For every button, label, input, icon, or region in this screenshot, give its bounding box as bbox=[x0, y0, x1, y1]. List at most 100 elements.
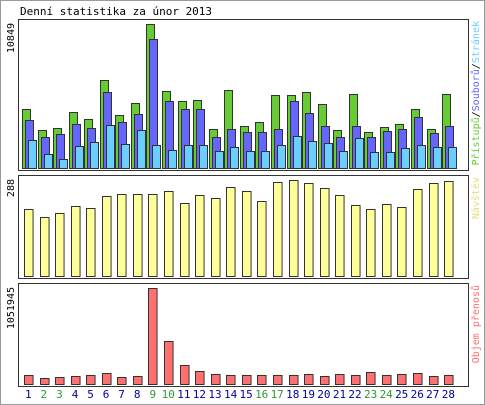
bar-objem-přenosů-day-22 bbox=[351, 375, 361, 385]
bar-objem-přenosů-day-14 bbox=[226, 375, 236, 385]
bar-návštěv-day-7 bbox=[117, 194, 127, 277]
x-tick-label-day-5: 5 bbox=[87, 388, 94, 401]
bar-stránek-day-19 bbox=[308, 141, 317, 169]
x-tick-label-day-9: 9 bbox=[149, 388, 156, 401]
x-tick-label-day-26: 26 bbox=[411, 388, 424, 401]
bar-objem-přenosů-day-10 bbox=[164, 341, 174, 385]
x-tick-label-day-3: 3 bbox=[56, 388, 63, 401]
bar-návštěv-day-3 bbox=[55, 213, 65, 277]
legend-part: Objem přenosů bbox=[470, 285, 482, 363]
bar-objem-přenosů-day-9 bbox=[148, 288, 158, 385]
bar-objem-přenosů-day-24 bbox=[382, 375, 392, 385]
bar-objem-přenosů-day-28 bbox=[444, 375, 454, 385]
bar-objem-přenosů-day-16 bbox=[257, 375, 267, 385]
series-legend-label: Přístupů/Souborů/Stránek bbox=[470, 21, 482, 166]
bar-objem-přenosů-day-25 bbox=[397, 374, 407, 385]
bar-objem-přenosů-day-8 bbox=[133, 376, 143, 385]
x-tick-label-day-7: 7 bbox=[118, 388, 125, 401]
bar-stránek-day-1 bbox=[28, 140, 37, 169]
bar-objem-přenosů-day-27 bbox=[429, 376, 439, 385]
bar-objem-přenosů-day-15 bbox=[242, 375, 252, 385]
legend-part: / bbox=[471, 63, 482, 69]
bar-objem-přenosů-day-20 bbox=[320, 376, 330, 385]
bar-návštěv-day-6 bbox=[102, 196, 112, 277]
panel-frame bbox=[18, 283, 469, 387]
x-tick-label-day-14: 14 bbox=[224, 388, 238, 401]
x-tick-label-day-19: 19 bbox=[302, 388, 315, 401]
bar-návštěv-day-18 bbox=[289, 180, 299, 277]
bar-stránek-day-27 bbox=[433, 147, 442, 169]
bar-návštěv-day-22 bbox=[351, 205, 361, 277]
bar-stránek-day-26 bbox=[417, 145, 426, 169]
x-tick-label-day-28: 28 bbox=[442, 388, 455, 401]
y-max-label: 288 bbox=[6, 179, 17, 197]
bar-objem-přenosů-day-2 bbox=[40, 378, 50, 385]
panel-2: 288 Návštěv bbox=[6, 175, 482, 279]
bar-objem-přenosů-day-21 bbox=[335, 374, 345, 385]
bar-objem-přenosů-day-1 bbox=[24, 375, 34, 385]
bar-návštěv-day-28 bbox=[444, 181, 454, 277]
bar-stránek-day-16 bbox=[261, 151, 270, 169]
x-tick-label-day-10: 10 bbox=[162, 388, 175, 401]
bar-návštěv-day-4 bbox=[71, 206, 81, 277]
bar-návštěv-day-2 bbox=[40, 217, 50, 277]
bar-objem-přenosů-day-13 bbox=[211, 374, 221, 385]
bar-návštěv-day-16 bbox=[257, 201, 267, 277]
bar-návštěv-day-12 bbox=[195, 195, 205, 277]
bar-stránek-day-12 bbox=[199, 145, 208, 169]
x-tick-label-day-17: 17 bbox=[271, 388, 284, 401]
bar-stránek-day-20 bbox=[324, 143, 333, 169]
bar-objem-přenosů-day-5 bbox=[86, 375, 96, 385]
bar-objem-přenosů-day-6 bbox=[102, 373, 112, 385]
bar-návštěv-day-19 bbox=[304, 183, 314, 277]
legend-part: Souborů bbox=[470, 69, 482, 111]
bar-stránek-day-15 bbox=[246, 151, 255, 169]
x-tick-label-day-21: 21 bbox=[333, 388, 346, 401]
bar-stránek-day-6 bbox=[106, 125, 115, 169]
bar-stránek-day-2 bbox=[44, 154, 53, 169]
bar-návštěv-day-9 bbox=[148, 194, 158, 277]
bar-stránek-day-24 bbox=[386, 152, 395, 169]
bar-návštěv-day-21 bbox=[335, 195, 345, 277]
bar-stránek-day-4 bbox=[75, 146, 84, 169]
bar-stránek-day-22 bbox=[355, 138, 364, 169]
x-tick-label-day-4: 4 bbox=[72, 388, 79, 401]
bar-stránek-day-10 bbox=[168, 150, 177, 169]
x-tick-label-day-12: 12 bbox=[193, 388, 206, 401]
bar-návštěv-day-1 bbox=[24, 209, 34, 277]
bar-návštěv-day-11 bbox=[180, 203, 190, 277]
x-tick-label-day-23: 23 bbox=[364, 388, 377, 401]
x-tick-label-day-2: 2 bbox=[40, 388, 47, 401]
bar-objem-přenosů-day-26 bbox=[413, 373, 423, 385]
legend-part: Přístupů bbox=[470, 117, 482, 165]
bar-návštěv-day-14 bbox=[226, 187, 236, 277]
x-tick-label-day-6: 6 bbox=[103, 388, 110, 401]
bar-stránek-day-21 bbox=[339, 151, 348, 169]
bar-objem-přenosů-day-18 bbox=[289, 375, 299, 385]
bar-stránek-day-28 bbox=[448, 147, 457, 169]
x-tick-label-day-13: 13 bbox=[208, 388, 221, 401]
series-legend-label: Objem přenosů bbox=[470, 285, 482, 363]
bar-objem-přenosů-day-3 bbox=[55, 377, 65, 385]
panel-3: 1051945 Objem přenosů bbox=[6, 283, 482, 387]
bar-objem-přenosů-day-19 bbox=[304, 374, 314, 385]
y-max-label: 1051945 bbox=[6, 287, 17, 329]
bar-objem-přenosů-day-23 bbox=[366, 372, 376, 385]
bar-návštěv-day-17 bbox=[273, 182, 283, 277]
bar-stránek-day-13 bbox=[215, 151, 224, 169]
x-tick-label-day-20: 20 bbox=[317, 388, 330, 401]
bar-návštěv-day-8 bbox=[133, 194, 143, 277]
bar-stránek-day-14 bbox=[230, 147, 239, 169]
series-legend-label: Návštěv bbox=[470, 177, 482, 219]
bar-návštěv-day-5 bbox=[86, 208, 96, 277]
bar-objem-přenosů-day-4 bbox=[71, 376, 81, 385]
bar-návštěv-day-15 bbox=[242, 191, 252, 277]
bar-objem-přenosů-day-11 bbox=[180, 365, 190, 385]
bar-stránek-day-11 bbox=[184, 145, 193, 169]
bar-stránek-day-17 bbox=[277, 145, 286, 169]
legend-part: Návštěv bbox=[470, 177, 482, 219]
bar-stránek-day-25 bbox=[401, 148, 410, 169]
